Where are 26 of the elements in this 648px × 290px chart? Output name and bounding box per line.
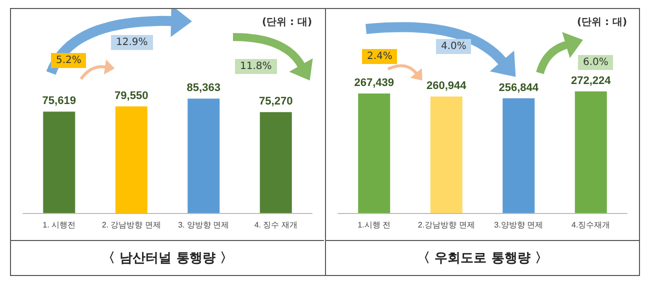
text: 11.8% [235,59,277,74]
x-tick-label: 1.시행 전 [358,220,391,230]
x-tick-label: 3.양방향 면제 [494,220,544,230]
text: 6.0% [578,55,614,70]
text: 〈 남산터널 통행량 〉 [11,240,324,276]
data-label: 272,224 [570,74,612,87]
data-label: 256,844 [498,82,540,94]
data-label: 85,363 [186,82,220,94]
text: (단위 : 대) [261,16,314,30]
x-tick-label: 4. 징수 재개 [254,220,298,230]
text: (단위 : 대) [576,16,628,30]
data-label: 260,944 [426,80,468,92]
text: 〈 우회도로 통행량 〉 [326,240,639,276]
x-tick-label: 2.강남방향 면제 [418,220,475,230]
data-label: 75,619 [42,95,76,108]
text: 5.2% [51,53,86,68]
x-tick-label: 2. 강남방향 면제 [102,220,161,230]
x-tick-label: 3. 양방향 면제 [178,220,230,230]
data-label: 79,550 [114,90,148,102]
data-label: 75,270 [259,96,293,108]
x-tick-label: 1. 시행전 [42,220,76,230]
text: 12.9% [111,35,153,50]
text: 2.4% [362,49,398,64]
text: 4.0% [436,39,472,54]
x-tick-label: 4.징수재개 [572,220,610,230]
data-label: 267,439 [354,77,394,90]
